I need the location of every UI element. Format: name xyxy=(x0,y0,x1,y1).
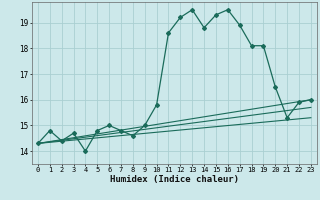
X-axis label: Humidex (Indice chaleur): Humidex (Indice chaleur) xyxy=(110,175,239,184)
